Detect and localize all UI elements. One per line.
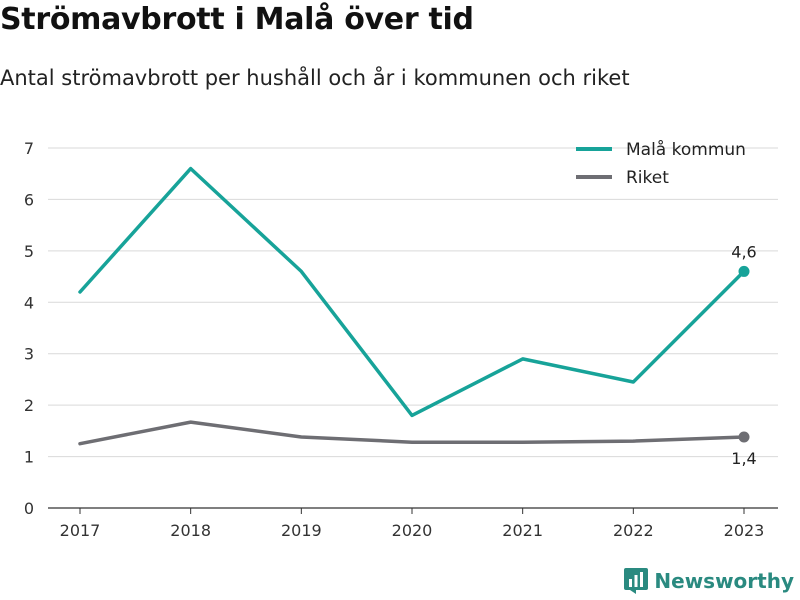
y-tick-label: 1: [24, 448, 34, 467]
newsworthy-logo-icon: [624, 568, 649, 594]
series-line-mala-kommun: [78, 166, 746, 418]
brand-logo: Newsworthy: [624, 568, 794, 594]
y-tick-label: 0: [24, 499, 34, 518]
series-line-riket: [78, 420, 746, 446]
y-tick-label: 3: [24, 345, 34, 364]
x-tick-label: 2021: [502, 521, 543, 540]
chart-subtitle: Antal strömavbrott per hushåll och år i …: [0, 66, 630, 90]
chart-title: Strömavbrott i Malå över tid: [0, 2, 474, 37]
y-tick-label: 5: [24, 242, 34, 261]
y-tick-label: 2: [24, 396, 34, 415]
y-tick-label: 7: [24, 139, 34, 158]
x-tick-label: 2017: [60, 521, 101, 540]
legend-label: Malå kommun: [626, 139, 746, 160]
x-tick-label: 2018: [170, 521, 211, 540]
series-end-point: [738, 431, 750, 443]
x-tick-label: 2020: [392, 521, 433, 540]
brand-name: Newsworthy: [654, 569, 794, 593]
legend-label: Riket: [626, 168, 669, 188]
data-label: 1,4: [731, 449, 756, 468]
series-end-point: [738, 265, 750, 277]
x-tick-label: 2022: [613, 521, 654, 540]
y-tick-label: 4: [24, 293, 34, 312]
x-tick-label: 2023: [724, 521, 765, 540]
data-label: 4,6: [731, 242, 756, 261]
x-tick-label: 2019: [281, 521, 322, 540]
y-tick-label: 6: [24, 190, 34, 209]
